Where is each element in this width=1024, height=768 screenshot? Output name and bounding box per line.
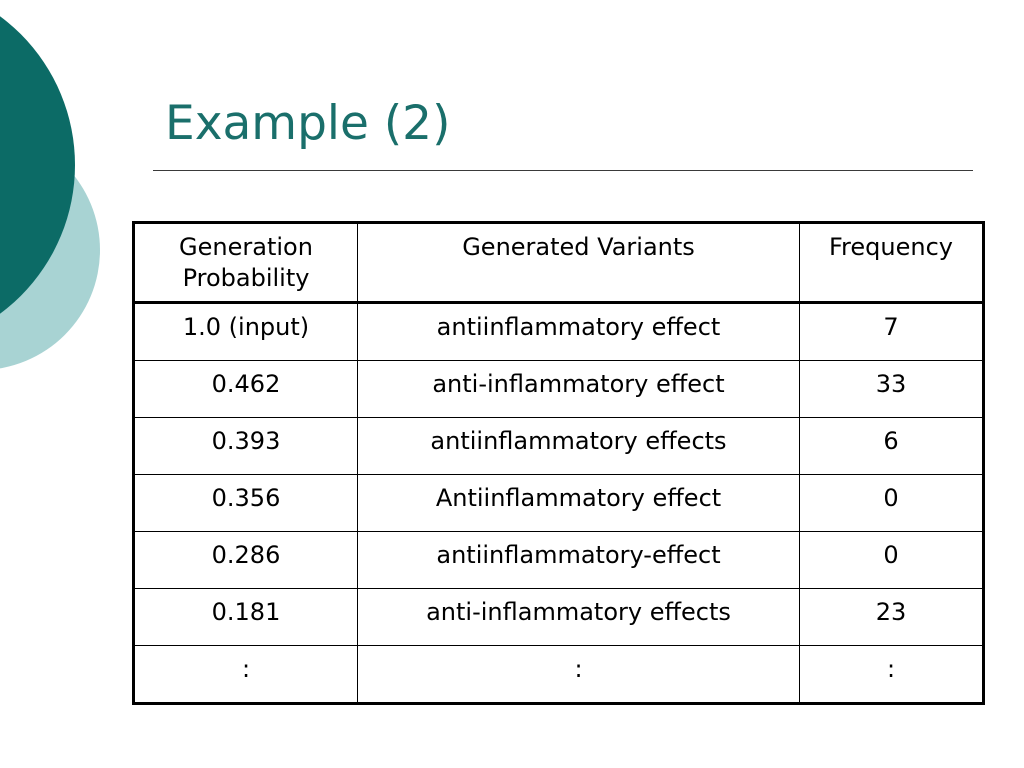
dark-teal-circle [0, 16, 75, 314]
cell-frequency: : [799, 645, 984, 704]
variants-table: Generation Probability Generated Variant… [132, 221, 985, 705]
cell-frequency: 23 [799, 588, 984, 646]
table-row: 0.462 anti-inflammatory effect 33 [133, 360, 984, 418]
cell-frequency: 33 [799, 360, 984, 418]
header-generated-variants: Generated Variants [357, 222, 800, 304]
table-row: 0.286 antiinflammatory-effect 0 [133, 531, 984, 589]
cell-probability: 0.393 [133, 417, 358, 475]
table-row: : : : [133, 645, 984, 704]
cell-variant: Antiinflammatory effect [357, 474, 800, 532]
cell-variant: anti-inflammatory effect [357, 360, 800, 418]
cell-frequency: 0 [799, 531, 984, 589]
cell-probability: 0.462 [133, 360, 358, 418]
slide-title: Example (2) [165, 96, 451, 151]
header-generation-probability: Generation Probability [133, 222, 358, 304]
title-divider [153, 170, 973, 171]
cell-variant: antiinflammatory effects [357, 417, 800, 475]
cell-probability: 1.0 (input) [133, 302, 358, 361]
table-header-row: Generation Probability Generated Variant… [133, 222, 984, 304]
header-frequency: Frequency [799, 222, 984, 304]
decorative-circles [0, 16, 100, 369]
table-row: 0.356 Antiinflammatory effect 0 [133, 474, 984, 532]
cell-variant: anti-inflammatory effects [357, 588, 800, 646]
cell-frequency: 6 [799, 417, 984, 475]
cell-variant: : [357, 645, 800, 704]
cell-probability: : [133, 645, 358, 704]
table-row: 0.393 antiinflammatory effects 6 [133, 417, 984, 475]
cell-frequency: 7 [799, 302, 984, 361]
cell-probability: 0.286 [133, 531, 358, 589]
table-row: 0.181 anti-inflammatory effects 23 [133, 588, 984, 646]
cell-variant: antiinflammatory-effect [357, 531, 800, 589]
cell-probability: 0.356 [133, 474, 358, 532]
cell-frequency: 0 [799, 474, 984, 532]
cell-probability: 0.181 [133, 588, 358, 646]
cell-variant: antiinflammatory effect [357, 302, 800, 361]
table-row: 1.0 (input) antiinflammatory effect 7 [133, 302, 984, 361]
